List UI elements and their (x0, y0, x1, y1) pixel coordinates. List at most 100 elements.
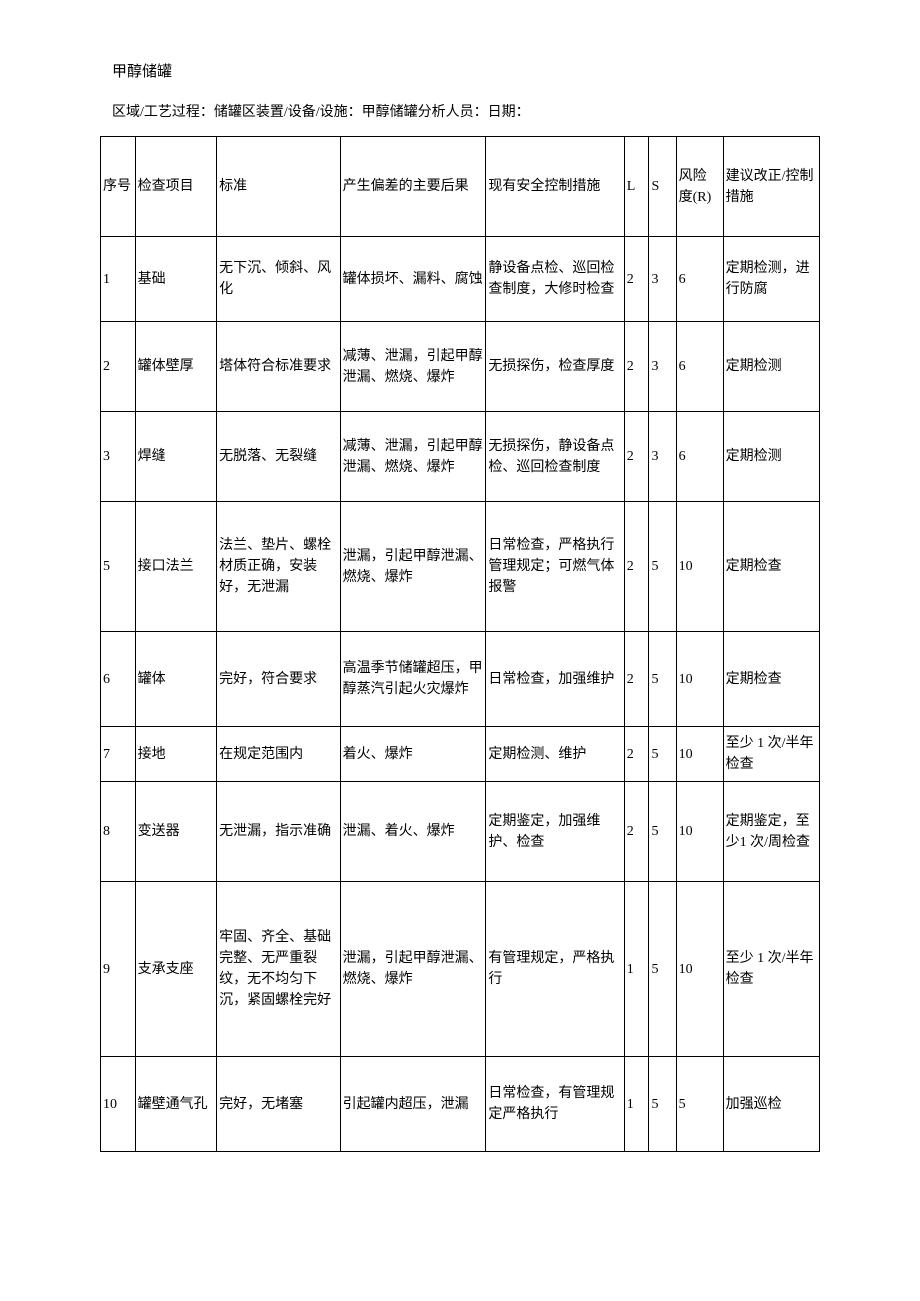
cell-l: 2 (624, 412, 649, 502)
cell-item: 基础 (135, 237, 217, 322)
cell-r: 6 (676, 237, 723, 322)
table-row: 10罐壁通气孔完好，无堵塞引起罐内超压，泄漏日常检查，有管理规定严格执行155加… (101, 1057, 820, 1152)
cell-s: 5 (649, 1057, 676, 1152)
document-subtitle: 区域/工艺过程：储罐区装置/设备/设施：甲醇储罐分析人员：日期： (100, 101, 820, 121)
cell-item: 罐体 (135, 632, 217, 727)
cell-r: 10 (676, 882, 723, 1057)
header-s: S (649, 137, 676, 237)
risk-assessment-table: 序号 检查项目 标准 产生偏差的主要后果 现有安全控制措施 L S 风险度(R)… (100, 136, 820, 1152)
header-std: 标准 (217, 137, 341, 237)
cell-std: 完好，无堵塞 (217, 1057, 341, 1152)
cell-sug: 至少 1 次/半年检查 (723, 882, 819, 1057)
cell-item: 焊缝 (135, 412, 217, 502)
cell-dev: 减薄、泄漏，引起甲醇泄漏、燃烧、爆炸 (340, 322, 486, 412)
cell-std: 在规定范围内 (217, 727, 341, 782)
cell-ctrl: 日常检查，有管理规定严格执行 (486, 1057, 624, 1152)
table-row: 5接口法兰法兰、垫片、螺栓材质正确，安装好，无泄漏泄漏，引起甲醇泄漏、燃烧、爆炸… (101, 502, 820, 632)
cell-item: 支承支座 (135, 882, 217, 1057)
cell-sug: 定期检测 (723, 412, 819, 502)
cell-no: 9 (101, 882, 136, 1057)
cell-s: 5 (649, 502, 676, 632)
cell-item: 接地 (135, 727, 217, 782)
cell-ctrl: 无损探伤，静设备点检、巡回检查制度 (486, 412, 624, 502)
table-row: 7接地在规定范围内着火、爆炸定期检测、维护2510至少 1 次/半年检查 (101, 727, 820, 782)
header-sug: 建议改正/控制措施 (723, 137, 819, 237)
cell-r: 6 (676, 322, 723, 412)
cell-l: 1 (624, 882, 649, 1057)
cell-no: 8 (101, 782, 136, 882)
cell-ctrl: 定期检测、维护 (486, 727, 624, 782)
cell-s: 3 (649, 237, 676, 322)
cell-std: 无下沉、倾斜、风化 (217, 237, 341, 322)
cell-item: 罐体壁厚 (135, 322, 217, 412)
cell-ctrl: 日常检查，严格执行管理规定；可燃气体报警 (486, 502, 624, 632)
cell-dev: 着火、爆炸 (340, 727, 486, 782)
cell-item: 变送器 (135, 782, 217, 882)
cell-l: 1 (624, 1057, 649, 1152)
cell-r: 5 (676, 1057, 723, 1152)
table-row: 3焊缝无脱落、无裂缝减薄、泄漏，引起甲醇泄漏、燃烧、爆炸无损探伤，静设备点检、巡… (101, 412, 820, 502)
cell-l: 2 (624, 727, 649, 782)
cell-std: 无泄漏，指示准确 (217, 782, 341, 882)
table-row: 1基础无下沉、倾斜、风化罐体损坏、漏料、腐蚀静设备点检、巡回检查制度，大修时检查… (101, 237, 820, 322)
cell-dev: 高温季节储罐超压，甲醇蒸汽引起火灾爆炸 (340, 632, 486, 727)
cell-item: 罐壁通气孔 (135, 1057, 217, 1152)
cell-s: 3 (649, 322, 676, 412)
cell-s: 5 (649, 632, 676, 727)
cell-no: 6 (101, 632, 136, 727)
cell-no: 2 (101, 322, 136, 412)
cell-ctrl: 静设备点检、巡回检查制度，大修时检查 (486, 237, 624, 322)
cell-l: 2 (624, 782, 649, 882)
cell-no: 5 (101, 502, 136, 632)
cell-std: 无脱落、无裂缝 (217, 412, 341, 502)
header-l: L (624, 137, 649, 237)
cell-l: 2 (624, 632, 649, 727)
table-row: 9支承支座牢固、齐全、基础完整、无严重裂纹，无不均匀下沉，紧固螺栓完好泄漏，引起… (101, 882, 820, 1057)
cell-r: 10 (676, 632, 723, 727)
cell-r: 10 (676, 727, 723, 782)
cell-std: 牢固、齐全、基础完整、无严重裂纹，无不均匀下沉，紧固螺栓完好 (217, 882, 341, 1057)
cell-sug: 至少 1 次/半年检查 (723, 727, 819, 782)
cell-s: 3 (649, 412, 676, 502)
cell-sug: 定期检查 (723, 632, 819, 727)
cell-s: 5 (649, 727, 676, 782)
header-dev: 产生偏差的主要后果 (340, 137, 486, 237)
cell-item: 接口法兰 (135, 502, 217, 632)
cell-l: 2 (624, 237, 649, 322)
cell-ctrl: 定期鉴定，加强维护、检查 (486, 782, 624, 882)
cell-ctrl: 日常检查，加强维护 (486, 632, 624, 727)
cell-std: 法兰、垫片、螺栓材质正确，安装好，无泄漏 (217, 502, 341, 632)
cell-no: 10 (101, 1057, 136, 1152)
cell-sug: 定期检测 (723, 322, 819, 412)
table-row: 2罐体壁厚塔体符合标准要求减薄、泄漏，引起甲醇泄漏、燃烧、爆炸无损探伤，检查厚度… (101, 322, 820, 412)
cell-l: 2 (624, 502, 649, 632)
table-row: 8变送器无泄漏，指示准确泄漏、着火、爆炸定期鉴定，加强维护、检查2510定期鉴定… (101, 782, 820, 882)
cell-dev: 泄漏、着火、爆炸 (340, 782, 486, 882)
header-no: 序号 (101, 137, 136, 237)
header-ctrl: 现有安全控制措施 (486, 137, 624, 237)
cell-r: 10 (676, 502, 723, 632)
document-title: 甲醇储罐 (100, 60, 820, 81)
cell-no: 3 (101, 412, 136, 502)
cell-no: 1 (101, 237, 136, 322)
cell-sug: 定期鉴定，至少1 次/周检查 (723, 782, 819, 882)
cell-std: 完好，符合要求 (217, 632, 341, 727)
cell-std: 塔体符合标准要求 (217, 322, 341, 412)
cell-sug: 定期检测，进行防腐 (723, 237, 819, 322)
cell-dev: 引起罐内超压，泄漏 (340, 1057, 486, 1152)
table-header-row: 序号 检查项目 标准 产生偏差的主要后果 现有安全控制措施 L S 风险度(R)… (101, 137, 820, 237)
cell-dev: 罐体损坏、漏料、腐蚀 (340, 237, 486, 322)
cell-r: 6 (676, 412, 723, 502)
cell-dev: 泄漏，引起甲醇泄漏、燃烧、爆炸 (340, 502, 486, 632)
cell-sug: 加强巡检 (723, 1057, 819, 1152)
cell-dev: 泄漏，引起甲醇泄漏、燃烧、爆炸 (340, 882, 486, 1057)
header-item: 检查项目 (135, 137, 217, 237)
cell-l: 2 (624, 322, 649, 412)
cell-s: 5 (649, 782, 676, 882)
cell-r: 10 (676, 782, 723, 882)
table-row: 6罐体完好，符合要求高温季节储罐超压，甲醇蒸汽引起火灾爆炸日常检查，加强维护25… (101, 632, 820, 727)
cell-ctrl: 有管理规定，严格执行 (486, 882, 624, 1057)
cell-ctrl: 无损探伤，检查厚度 (486, 322, 624, 412)
cell-sug: 定期检查 (723, 502, 819, 632)
cell-dev: 减薄、泄漏，引起甲醇泄漏、燃烧、爆炸 (340, 412, 486, 502)
